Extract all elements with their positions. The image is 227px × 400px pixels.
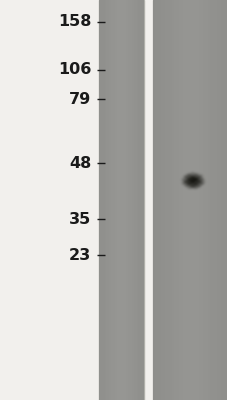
Bar: [152, 0, 227, 400]
Text: 79: 79: [69, 92, 91, 107]
Bar: [99, 0, 143, 400]
Text: 35: 35: [69, 212, 91, 227]
Text: 158: 158: [58, 14, 91, 30]
Text: 23: 23: [69, 248, 91, 263]
Text: 48: 48: [69, 156, 91, 171]
Text: 106: 106: [58, 62, 91, 78]
